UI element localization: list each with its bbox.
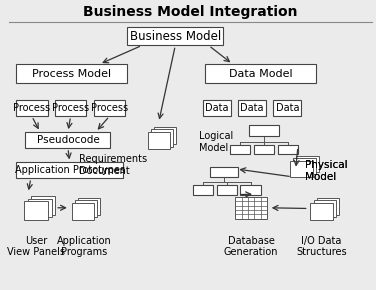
FancyBboxPatch shape [31,196,55,215]
FancyBboxPatch shape [249,125,279,136]
Text: Data Model: Data Model [229,68,292,79]
FancyBboxPatch shape [127,27,223,46]
FancyBboxPatch shape [317,197,340,215]
Text: Data: Data [240,103,264,113]
Text: Data: Data [276,103,299,113]
FancyBboxPatch shape [28,199,52,218]
Text: I/O Data
Structures: I/O Data Structures [296,236,347,258]
Text: Application Prototypes: Application Prototypes [15,165,125,175]
FancyBboxPatch shape [24,201,49,220]
Text: Database
Generation: Database Generation [224,236,279,258]
FancyBboxPatch shape [293,158,316,174]
FancyBboxPatch shape [94,100,125,116]
FancyBboxPatch shape [230,145,250,154]
FancyBboxPatch shape [151,129,173,147]
Text: Business Model: Business Model [130,30,221,43]
Text: Data: Data [205,103,229,113]
FancyBboxPatch shape [290,161,313,177]
FancyBboxPatch shape [16,162,123,178]
FancyBboxPatch shape [16,64,127,83]
Text: Requirements
Document: Requirements Document [79,154,147,176]
FancyBboxPatch shape [296,156,319,172]
Text: Process: Process [52,103,89,113]
FancyBboxPatch shape [205,64,316,83]
FancyBboxPatch shape [254,145,274,154]
Text: User
View Panels: User View Panels [8,236,65,258]
FancyBboxPatch shape [311,203,333,220]
Text: Process: Process [13,103,50,113]
FancyBboxPatch shape [277,145,298,154]
Text: Application
Programs: Application Programs [57,236,112,258]
Text: Physical
Model: Physical Model [305,160,347,182]
FancyBboxPatch shape [78,197,100,215]
FancyBboxPatch shape [154,127,176,144]
FancyBboxPatch shape [71,203,94,220]
FancyBboxPatch shape [211,167,238,177]
Text: Physical
Model: Physical Model [305,160,347,182]
FancyBboxPatch shape [241,185,261,195]
FancyBboxPatch shape [75,200,97,218]
FancyBboxPatch shape [25,132,111,148]
FancyBboxPatch shape [55,100,86,116]
FancyBboxPatch shape [217,185,237,195]
FancyBboxPatch shape [16,100,47,116]
FancyBboxPatch shape [238,100,266,116]
FancyBboxPatch shape [203,100,231,116]
FancyBboxPatch shape [314,200,336,218]
Text: Process Model: Process Model [32,68,111,79]
Text: Business Model Integration: Business Model Integration [83,5,297,19]
FancyBboxPatch shape [193,185,214,195]
FancyBboxPatch shape [147,132,170,149]
Text: Process: Process [91,103,128,113]
FancyBboxPatch shape [273,100,301,116]
Text: Logical
Model: Logical Model [199,131,233,153]
Text: Pseudocode: Pseudocode [36,135,99,145]
FancyBboxPatch shape [235,197,267,219]
